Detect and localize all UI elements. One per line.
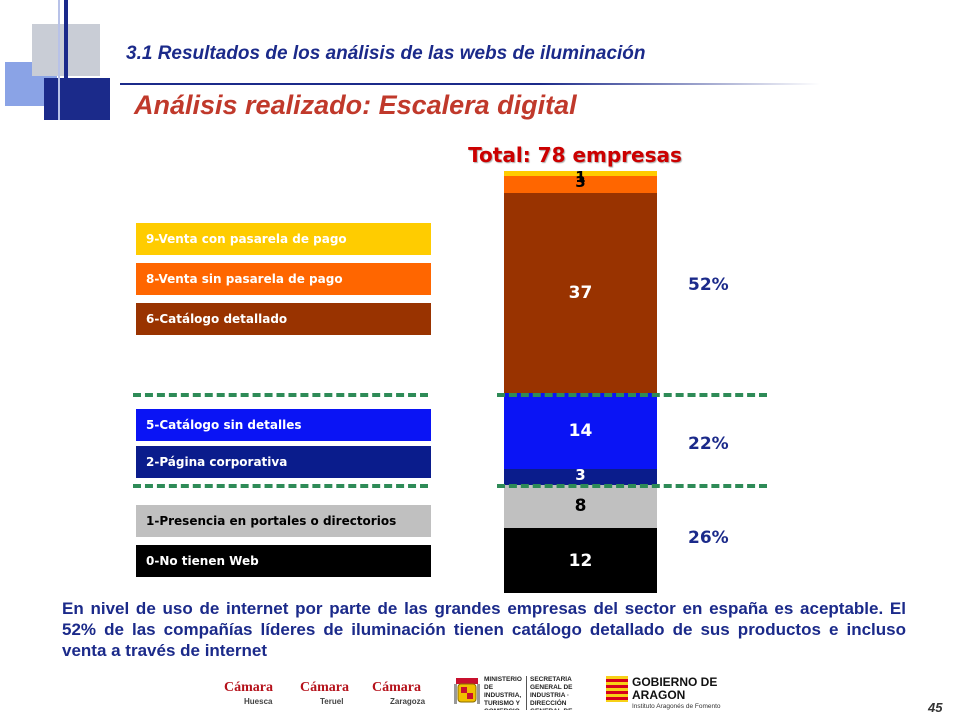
legend-label: 0-No tienen Web [146,554,259,568]
legend-label: 8-Venta sin pasarela de pago [146,272,343,286]
legend-item: 9-Venta con pasarela de pago [136,223,431,255]
legend-item: 6-Catálogo detallado [136,303,431,335]
group-percentage: 22% [688,434,729,454]
logo-caption: Huesca [244,697,273,706]
spain-coat-of-arms-icon [452,676,482,708]
logo-caption: Instituto Aragonés de Fomento [632,703,721,710]
camara-huesca-logo: Cámara [224,680,273,695]
bar-segment: 37 [504,192,657,393]
camara-teruel-logo: Cámara [300,680,349,695]
legend-label: 1-Presencia en portales o directorios [146,514,397,528]
legend-item: 5-Catálogo sin detalles [136,409,431,441]
decorative-line [64,0,68,120]
bar-value-label: 37 [568,282,593,303]
gobierno-aragon-logo: GOBIERNO DE ARAGON [632,675,718,702]
title-underline [120,83,820,85]
chart-title: Total: 78 empresas [468,143,682,167]
logo-caption: MINISTERIO DE INDUSTRIA, TURISMO Y COMER… [484,676,522,710]
bar-value-label: 1 [575,168,586,187]
page-title: Análisis realizado: Escalera digital [134,90,577,120]
bar-segment: 14 [504,392,657,469]
legend-item: 0-No tienen Web [136,545,431,577]
decorative-square [44,78,110,120]
legend-label: 5-Catálogo sin detalles [146,418,302,432]
summary-text: En nivel de uso de internet por parte de… [62,599,906,660]
legend-label: 2-Página corporativa [146,455,288,469]
camara-zaragoza-logo: Cámara [372,680,421,695]
page-number: 45 [928,700,943,715]
group-percentage: 52% [688,275,729,295]
logo-caption: SECRETARÍA GENERAL DE INDUSTRIA · DIRECC… [526,676,590,710]
group-divider [497,393,767,397]
legend-item: 2-Página corporativa [136,446,431,478]
section-title: 3.1 Resultados de los análisis de las we… [126,43,646,64]
bar-value-label: 12 [568,550,593,571]
bar-segment: 3 [504,465,657,485]
bar-value-label: 8 [574,496,587,517]
bar-segment: 8 [504,484,657,529]
bar-value-label: 3 [575,173,586,192]
group-divider [133,393,428,397]
bar-value-label: 14 [568,420,593,441]
legend-item: 8-Venta sin pasarela de pago [136,263,431,295]
group-percentage: 26% [688,528,729,548]
ministerio-logo: MINISTERIO DE INDUSTRIA, TURISMO Y COMER… [484,676,590,710]
legend-item: 1-Presencia en portales o directorios [136,505,431,537]
group-divider [133,484,428,488]
group-divider [497,484,767,488]
bar-segment: 1 [504,168,657,186]
legend-label: 9-Venta con pasarela de pago [146,232,347,246]
logo-caption: Zaragoza [390,697,426,706]
bar-segment: 3 [504,173,657,193]
logo-caption: Teruel [320,697,344,706]
aragon-flag-icon [606,676,628,702]
decorative-line [58,0,60,120]
bar-value-label: 3 [575,465,586,484]
legend-label: 6-Catálogo detallado [146,312,288,326]
stacked-bar: 12 8 3 14 37 3 1 [504,168,657,593]
bar-segment: 12 [504,528,657,593]
